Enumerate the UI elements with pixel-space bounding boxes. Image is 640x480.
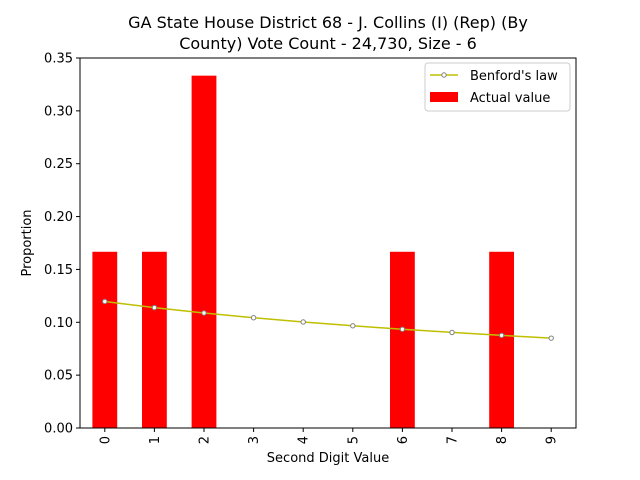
benford-point-1 [151,304,158,311]
y-axis: 0.00 0.05 0.10 0.15 0.20 0.25 0.30 0.35 [44,52,80,437]
legend-benford-marker [441,72,447,78]
x-tick-label: 9 [545,436,560,444]
y-tick-label: 0.25 [44,157,73,172]
plot-area-frame [79,57,577,429]
legend-actual-swatch [430,92,458,102]
y-tick-label: 0.05 [44,369,73,384]
y-tick-label: 0.20 [44,210,73,225]
benford-point-3 [250,315,257,321]
y-tick-label: 0.35 [44,52,73,67]
legend-box [424,62,571,112]
benford-point-2 [201,310,207,316]
bar-digit-8 [489,251,514,428]
benford-point-7 [449,329,455,336]
x-tick-label: 3 [247,436,262,444]
bar-digit-6 [390,251,415,428]
benford-point-9 [548,335,554,341]
y-tick-label: 0.15 [44,263,73,278]
bar-digit-1 [142,251,167,428]
x-tick-label: 4 [297,436,312,444]
benford-point-4 [300,319,306,325]
y-axis-label: Proportion [20,209,35,276]
benford-line [104,300,552,339]
benford-line-group [102,298,554,341]
chart-title-line-2: County) Vote Count - 24,730, Size - 6 [179,34,477,53]
x-tick-label: 1 [148,436,163,444]
x-tick-label: 6 [396,436,411,444]
bar-digit-2 [191,75,217,428]
y-tick-label: 0.00 [44,422,73,437]
x-axis-label: Second Digit Value [267,451,389,466]
benford-point-0 [102,298,108,305]
benford-point-6 [399,326,406,332]
bar-digit-0 [92,251,118,428]
x-tick-label: 5 [346,436,361,444]
legend-actual-label: Actual value [470,91,550,106]
x-tick-label: 2 [198,436,213,444]
benford-point-8 [498,332,505,339]
x-tick-label: 7 [446,436,461,444]
bars-group [92,75,514,428]
y-tick-label: 0.10 [44,316,73,331]
chart-title-line-1: GA State House District 68 - J. Collins … [128,13,528,32]
x-tick-label: 8 [495,436,510,444]
legend-benford-label: Benford's law [470,69,558,84]
y-tick-label: 0.30 [44,104,73,119]
x-tick-label: 0 [98,436,113,444]
legend: Benford's law Actual value [424,62,571,112]
x-axis: 0 1 2 3 4 5 6 7 8 9 [98,428,560,444]
benford-point-5 [350,323,356,329]
